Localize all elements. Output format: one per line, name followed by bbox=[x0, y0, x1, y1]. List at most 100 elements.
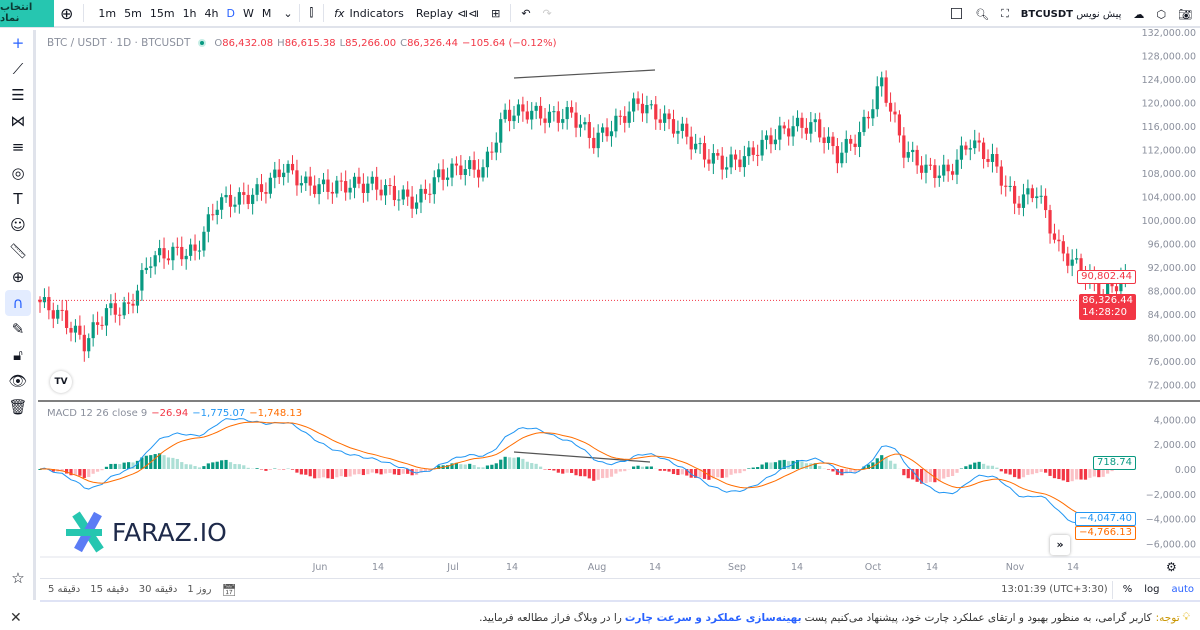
macd-histogram-bar bbox=[122, 462, 126, 469]
trend-line-icon[interactable]: ⟋ bbox=[12, 60, 24, 78]
emoji-icon[interactable]: ☺ bbox=[10, 216, 26, 234]
range-button[interactable]: 30 دقیقه bbox=[138, 584, 178, 595]
macd-histogram-bar bbox=[361, 469, 365, 476]
price-tick: 104,000.00 bbox=[1142, 193, 1196, 204]
select-symbol-button[interactable]: انتخاب نماد bbox=[0, 0, 54, 27]
candle-body bbox=[574, 112, 578, 128]
candle-body bbox=[472, 160, 476, 170]
timeframe-W[interactable]: W bbox=[243, 6, 254, 20]
price-tick: 132,000.00 bbox=[1142, 28, 1196, 39]
timeframe-D[interactable]: D bbox=[226, 6, 236, 20]
candle-body bbox=[317, 184, 321, 195]
horizontal-lines-icon[interactable]: ☰ bbox=[11, 86, 25, 104]
candle-body bbox=[153, 255, 157, 267]
candle-body bbox=[468, 160, 472, 170]
timeframe-dropdown[interactable]: ⌄ bbox=[283, 6, 293, 20]
ruler-icon[interactable]: 📏︎ bbox=[8, 242, 28, 260]
timeframe-M[interactable]: M bbox=[261, 6, 272, 20]
crosshair-icon[interactable]: + bbox=[11, 34, 25, 52]
candle-body bbox=[60, 309, 64, 311]
macd-histogram-bar bbox=[671, 469, 676, 475]
candle-body bbox=[862, 116, 866, 133]
axis-settings-icon[interactable]: ⚙ bbox=[1166, 560, 1177, 574]
macd-histogram-bar bbox=[840, 469, 844, 476]
macd-histogram-bar bbox=[476, 467, 481, 469]
macd-histogram-bar bbox=[942, 469, 946, 479]
macd-histogram-bar bbox=[158, 453, 162, 469]
price-chart[interactable]: 132,000.00 128,000.00 124,000.00 120,000.00… bbox=[0, 0, 1200, 575]
timeframe-1m[interactable]: 1m bbox=[98, 6, 117, 20]
time-tick: Aug bbox=[588, 562, 607, 573]
macd-histogram-bar bbox=[906, 469, 910, 479]
text-icon[interactable]: T bbox=[13, 190, 23, 208]
range-button[interactable]: 1 روز bbox=[187, 584, 212, 595]
fib-icon[interactable]: ≡ bbox=[11, 138, 25, 156]
percent-toggle[interactable]: % bbox=[1122, 584, 1133, 595]
macd-histogram-bar bbox=[601, 469, 605, 479]
macd-histogram-bar bbox=[893, 463, 897, 469]
candle-body bbox=[645, 105, 649, 114]
candle-body bbox=[942, 164, 946, 176]
redo-icon[interactable]: ↷ bbox=[542, 6, 552, 20]
close-notice-icon[interactable]: ✕ bbox=[10, 609, 22, 626]
trash-icon[interactable]: 🗑︎ bbox=[8, 398, 28, 416]
range-button[interactable]: 15 دقیقه bbox=[90, 584, 129, 595]
macd-histogram-bar bbox=[862, 466, 866, 469]
macd-histogram-bar bbox=[516, 457, 521, 469]
macd-histogram-bar bbox=[764, 462, 769, 469]
favorite-star-icon[interactable]: ☆ bbox=[11, 569, 25, 587]
candle-body bbox=[211, 214, 215, 216]
timeframe-1h[interactable]: 1h bbox=[182, 6, 197, 20]
date-range-icon[interactable]: 📅︎ bbox=[221, 582, 237, 597]
timeframe-5m[interactable]: 5m bbox=[124, 6, 142, 20]
macd-histogram-bar bbox=[946, 469, 950, 478]
lock-drawing-icon[interactable]: ✎ bbox=[11, 320, 25, 338]
candle-body bbox=[654, 104, 658, 120]
zoom-icon[interactable]: ⊕ bbox=[11, 268, 25, 286]
macd-histogram-bar bbox=[561, 469, 565, 474]
pattern-icon[interactable]: ⋈ bbox=[10, 112, 26, 130]
macd-histogram-bar bbox=[880, 455, 884, 469]
save-draft[interactable]: BTCUSDT پیش نویس bbox=[1021, 9, 1122, 20]
eye-icon[interactable]: 👁︎ bbox=[8, 372, 28, 390]
trend-line-drawing bbox=[513, 69, 656, 79]
log-toggle[interactable]: log bbox=[1144, 584, 1160, 595]
lock-icon[interactable]: 🔓︎ bbox=[13, 346, 23, 364]
candle-body bbox=[100, 324, 104, 326]
macd-histogram-bar bbox=[521, 458, 525, 469]
candle-body bbox=[521, 104, 525, 112]
camera-icon[interactable]: 📷︎ bbox=[1178, 7, 1192, 21]
candle-body bbox=[733, 154, 738, 160]
undo-icon[interactable]: ↶ bbox=[521, 6, 531, 20]
brush-icon[interactable]: ◎ bbox=[11, 164, 25, 182]
quick-search-icon[interactable]: 🔍︎ bbox=[975, 7, 990, 21]
layout-grid-icon[interactable]: ⊞ bbox=[491, 6, 501, 20]
timeframe-4h[interactable]: 4h bbox=[204, 6, 219, 20]
timeframe-15m[interactable]: 15m bbox=[149, 6, 175, 20]
add-symbol-button[interactable]: ⊕ bbox=[60, 3, 74, 23]
watermark-text: FARAZ.IO bbox=[112, 517, 227, 547]
candle-body bbox=[308, 176, 312, 186]
candle-body bbox=[162, 248, 166, 259]
macd-histogram-bar bbox=[1088, 469, 1092, 478]
scroll-to-latest-button[interactable]: » bbox=[1050, 535, 1070, 555]
indicators-button[interactable]: fx Indicators bbox=[328, 0, 410, 27]
candle-body bbox=[756, 154, 760, 156]
auto-toggle[interactable]: auto bbox=[1171, 584, 1194, 595]
expand-icon[interactable]: ⛶ bbox=[1001, 7, 1009, 20]
macd-histogram-bar bbox=[1008, 469, 1012, 475]
macd-histogram-bar bbox=[645, 466, 649, 469]
replay-button[interactable]: Replay ⧏⧏ bbox=[410, 0, 485, 27]
macd-histogram-bar bbox=[1070, 469, 1074, 482]
macd-histogram-bar bbox=[401, 469, 405, 474]
range-button[interactable]: 5 دقیقه bbox=[48, 584, 81, 595]
macd-histogram-bar bbox=[1101, 469, 1105, 477]
notice-link[interactable]: بهینه‌سازی عملکرد و سرعت چارت bbox=[624, 611, 802, 624]
cloud-upload-icon[interactable]: ☁ bbox=[1133, 7, 1145, 21]
magnet-icon[interactable]: ∩ bbox=[5, 290, 31, 316]
candle-body bbox=[73, 325, 78, 333]
candle-type-icon[interactable]: ⫿ bbox=[309, 6, 314, 19]
settings-icon[interactable]: ⬡ bbox=[1156, 7, 1167, 21]
macd-histogram-bar bbox=[534, 463, 538, 469]
fullscreen-box-icon[interactable]: ☐ bbox=[949, 5, 964, 23]
